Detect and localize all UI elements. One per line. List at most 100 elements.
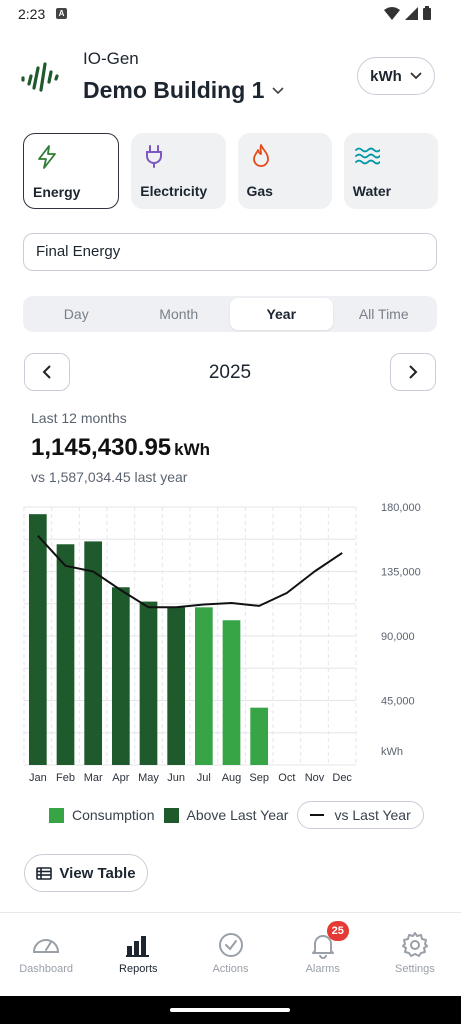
total-value: 1,145,430.95 xyxy=(31,434,172,461)
x-tick-label: Oct xyxy=(278,772,295,784)
unit-selector[interactable]: kWh xyxy=(357,57,435,95)
y-tick-label: 180,000 xyxy=(381,502,421,514)
y-tick-label: 45,000 xyxy=(381,696,415,708)
previous-year-button[interactable] xyxy=(24,353,70,391)
bar-chart-icon xyxy=(126,936,150,957)
alarm-count-badge: 25 xyxy=(326,921,349,941)
chart-bar xyxy=(84,541,103,765)
view-table-button[interactable]: View Table xyxy=(24,854,148,892)
total-consumption: 1,145,430.95 kWh xyxy=(31,434,210,462)
category-label: Gas xyxy=(246,183,273,199)
category-tabs: Energy Electricity Gas Water xyxy=(23,133,438,209)
legend-label: Consumption xyxy=(72,807,155,823)
header: IO-Gen Demo Building 1 kWh xyxy=(0,40,461,120)
x-tick-label: Feb xyxy=(56,772,75,784)
total-unit: kWh xyxy=(174,440,211,459)
legend-line-swatch xyxy=(310,814,325,816)
next-year-button[interactable] xyxy=(390,353,436,391)
chart-bar xyxy=(139,601,158,765)
notification-icon: A xyxy=(56,8,67,19)
chart-bar xyxy=(167,607,186,765)
chart-bar xyxy=(28,514,47,765)
chart-bar xyxy=(222,620,241,765)
chevron-down-icon xyxy=(272,86,285,94)
period-label: Last 12 months xyxy=(31,410,127,426)
nav-actions[interactable]: Actions xyxy=(184,913,276,997)
gauge-icon xyxy=(33,939,60,953)
x-tick-label: Jul xyxy=(197,772,211,784)
comparison-text: vs 1,587,034.45 last year xyxy=(31,469,188,485)
status-bar: 2:23 A xyxy=(0,0,461,28)
building-selector[interactable]: Demo Building 1 xyxy=(83,77,285,104)
tab-all-time[interactable]: All Time xyxy=(358,306,409,322)
category-label: Energy xyxy=(33,184,81,200)
x-tick-label: Dec xyxy=(332,772,352,784)
x-tick-label: Jun xyxy=(167,772,185,784)
x-tick-label: Mar xyxy=(84,772,103,784)
nav-alarms[interactable]: 25 Alarms xyxy=(277,913,369,997)
category-energy[interactable]: Energy xyxy=(23,133,120,209)
category-label: Water xyxy=(352,183,392,199)
x-tick-label: Nov xyxy=(305,772,325,784)
battery-icon xyxy=(423,6,431,20)
nav-label: Dashboard xyxy=(19,963,74,975)
legend-label: vs Last Year xyxy=(334,807,411,823)
wifi-icon xyxy=(384,6,400,20)
nav-label: Settings xyxy=(395,963,435,975)
bolt-icon xyxy=(38,145,56,169)
category-label: Electricity xyxy=(140,183,208,199)
status-icons xyxy=(384,6,431,20)
nav-reports[interactable]: Reports xyxy=(92,913,184,997)
legend-label: Above Last Year xyxy=(186,807,289,823)
nav-label: Actions xyxy=(212,963,249,975)
period-tabs: Day Month Year All Time xyxy=(23,296,437,332)
bottom-nav: Dashboard Reports Actions 25 Alarms Sett… xyxy=(0,912,461,997)
nav-label: Reports xyxy=(119,963,158,975)
legend-above-last-year: Above Last Year xyxy=(163,807,289,823)
system-nav-bar xyxy=(0,996,461,1024)
signal-icon xyxy=(405,6,418,20)
y-tick-label: 90,000 xyxy=(381,631,415,643)
waves-icon xyxy=(354,147,380,165)
io-gen-logo xyxy=(21,62,59,92)
year-label: 2025 xyxy=(208,362,252,383)
chart-bar xyxy=(194,607,213,765)
y-tick-label: 135,000 xyxy=(381,567,421,579)
status-time: 2:23 xyxy=(18,6,46,22)
last-year-line xyxy=(37,535,343,609)
nav-dashboard[interactable]: Dashboard xyxy=(0,913,92,997)
category-water[interactable]: Water xyxy=(343,133,438,209)
chart-legend: Consumption Above Last Year vs Last Year xyxy=(49,800,424,830)
view-table-label: View Table xyxy=(59,864,136,882)
legend-consumption: Consumption xyxy=(49,807,155,823)
chart-bar xyxy=(56,544,75,765)
nav-label: Alarms xyxy=(305,963,340,975)
chart-bar xyxy=(111,587,130,765)
home-indicator[interactable] xyxy=(170,1008,290,1012)
tab-month[interactable]: Month xyxy=(159,306,199,322)
tab-day[interactable]: Day xyxy=(63,306,89,322)
category-electricity[interactable]: Electricity xyxy=(131,133,226,209)
table-icon xyxy=(36,866,53,880)
chevron-left-icon xyxy=(42,365,51,379)
y-unit-label: kWh xyxy=(381,746,403,758)
chevron-down-icon xyxy=(410,72,422,80)
bell-icon xyxy=(311,935,334,959)
x-tick-label: Jan xyxy=(29,772,47,784)
legend-swatch xyxy=(163,807,179,823)
chart-bar xyxy=(250,707,269,765)
nav-settings[interactable]: Settings xyxy=(369,913,461,997)
x-tick-label: May xyxy=(138,772,159,784)
category-gas[interactable]: Gas xyxy=(237,133,332,209)
consumption-chart: Jan Feb Mar Apr May Jun Jul Aug Sep Oct Nov Dec 180,… xyxy=(23,502,421,784)
building-name: Demo Building 1 xyxy=(83,77,265,103)
legend-vs-last-year-toggle[interactable]: vs Last Year xyxy=(297,801,424,829)
x-tick-label: Apr xyxy=(112,772,129,784)
tab-year[interactable]: Year xyxy=(230,298,333,330)
gear-icon xyxy=(401,932,428,957)
check-circle-icon xyxy=(218,933,243,957)
org-name: IO-Gen xyxy=(83,49,139,68)
plug-icon xyxy=(146,145,163,168)
energy-type-select[interactable]: Final Energy xyxy=(23,233,437,271)
chevron-right-icon xyxy=(409,365,418,379)
